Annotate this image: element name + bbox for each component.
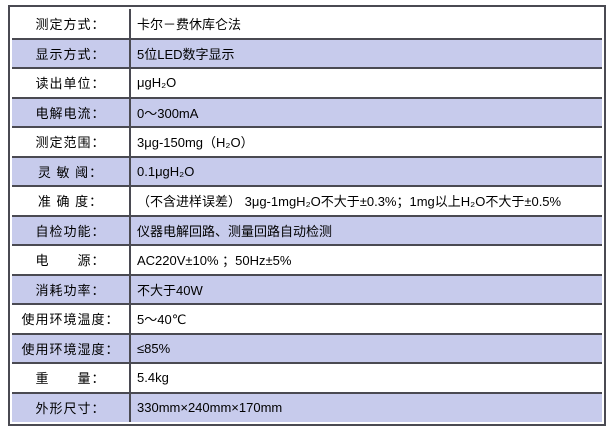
- spec-row-value: 5位LED数字显示: [129, 37, 602, 69]
- spec-row-label: 使用环境湿度：: [12, 332, 131, 364]
- spec-row: 测定方式： 卡尔－费休库仑法: [12, 9, 602, 40]
- spec-row-value: 3μg-150mg（H₂O）: [129, 126, 602, 158]
- spec-row-value: 5.4kg: [129, 362, 602, 394]
- spec-row-value: AC220V±10% ；50Hz±5%: [129, 244, 602, 276]
- spec-row-value: 卡尔－费休库仑法: [129, 9, 602, 40]
- spec-row-label: 读出单位：: [12, 67, 131, 99]
- spec-row: 电解电流： 0～300mA: [12, 96, 602, 128]
- spec-row: 读出单位： μgH₂O: [12, 67, 602, 99]
- spec-row-label: 电 源：: [12, 244, 131, 276]
- spec-row: 使用环境湿度： ≤85%: [12, 332, 602, 364]
- spec-row: 消耗功率： 不大于40W: [12, 273, 602, 305]
- spec-row-label: 准 确 度：: [12, 185, 131, 217]
- spec-row: 自检功能： 仪器电解回路、测量回路自动检测: [12, 214, 602, 246]
- spec-row-value: （不含进样误差） 3μg-1mgH₂O不大于±0.3%；1mg以上H₂O不大于±…: [129, 185, 602, 217]
- spec-table-body: 测定方式： 卡尔－费休库仑法 显示方式： 5位LED数字显示 读出单位： μgH₂O 电解电…: [12, 9, 602, 422]
- spec-row-value: ≤85%: [129, 332, 602, 364]
- spec-row-value: μgH₂O: [129, 67, 602, 99]
- spec-row: 显示方式： 5位LED数字显示: [12, 37, 602, 69]
- spec-row: 灵 敏 阈： 0.1μgH₂O: [12, 155, 602, 187]
- spec-row: 电 源： AC220V±10% ；50Hz±5%: [12, 244, 602, 276]
- spec-row: 测定范围： 3μg-150mg（H₂O）: [12, 126, 602, 158]
- spec-row-value: 0～300mA: [129, 96, 602, 128]
- spec-row: 重 量： 5.4kg: [12, 362, 602, 394]
- spec-row: 外形尺寸： 330mm×240mm×170mm: [12, 391, 602, 422]
- spec-row-value: 330mm×240mm×170mm: [129, 391, 602, 422]
- spec-row-label: 重 量：: [12, 362, 131, 394]
- spec-row-value: 不大于40W: [129, 273, 602, 305]
- spec-row-label: 测定范围：: [12, 126, 131, 158]
- spec-row-value: 5～40℃: [129, 303, 602, 335]
- spec-row-label: 测定方式：: [12, 9, 131, 40]
- spec-row-label: 自检功能：: [12, 214, 131, 246]
- spec-row-label: 显示方式：: [12, 37, 131, 69]
- spec-table-grid: 测定方式： 卡尔－费休库仑法 显示方式： 5位LED数字显示 读出单位： μgH₂O 电解电…: [12, 9, 602, 422]
- spec-row-value: 仪器电解回路、测量回路自动检测: [129, 214, 602, 246]
- spec-row: 准 确 度： （不含进样误差） 3μg-1mgH₂O不大于±0.3%；1mg以上H…: [12, 185, 602, 217]
- spec-row-label: 消耗功率：: [12, 273, 131, 305]
- spec-row: 使用环境温度： 5～40℃: [12, 303, 602, 335]
- spec-table: 测定方式： 卡尔－费休库仑法 显示方式： 5位LED数字显示 读出单位： μgH₂O 电解电…: [8, 5, 606, 426]
- spec-row-label: 电解电流：: [12, 96, 131, 128]
- spec-row-label: 使用环境温度：: [12, 303, 131, 335]
- spec-row-label: 外形尺寸：: [12, 391, 131, 422]
- spec-row-label: 灵 敏 阈：: [12, 155, 131, 187]
- spec-row-value: 0.1μgH₂O: [129, 155, 602, 187]
